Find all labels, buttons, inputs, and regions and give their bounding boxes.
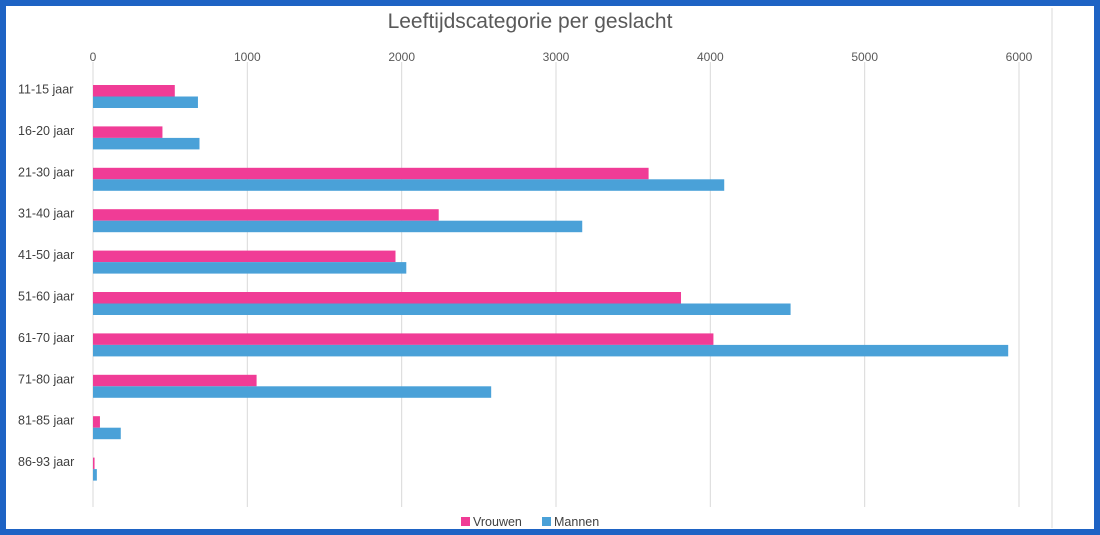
category-labels: 11-15 jaar 16-20 jaar 21-30 jaar 31-40 jaar… bbox=[18, 83, 74, 470]
bar-mannen bbox=[93, 137, 200, 150]
category-label: 16-20 jaar bbox=[18, 124, 74, 138]
category-label: 31-40 jaar bbox=[18, 207, 74, 221]
x-tick-label: 6000 bbox=[1006, 50, 1033, 64]
bar-mannen bbox=[93, 262, 407, 274]
category-label: 11-15 jaar bbox=[18, 83, 73, 97]
category-label: 51-60 jaar bbox=[18, 290, 74, 304]
chart-title: Leeftijdscategorie per geslacht bbox=[388, 10, 673, 33]
category-label: 81-85 jaar bbox=[18, 414, 74, 428]
bar-vrouwen bbox=[93, 374, 257, 387]
bar-mannen bbox=[93, 344, 1009, 357]
bar-vrouwen bbox=[93, 167, 649, 180]
legend: Vrouwen Mannen bbox=[461, 515, 599, 529]
category-label: 71-80 jaar bbox=[18, 372, 74, 386]
x-tick-labels: 0 1000 2000 3000 4000 5000 6000 bbox=[90, 50, 1033, 64]
legend-swatch bbox=[461, 517, 470, 526]
x-tick-label: 1000 bbox=[234, 50, 261, 64]
bar-vrouwen bbox=[93, 333, 714, 345]
category-label: 61-70 jaar bbox=[18, 331, 74, 345]
bar-mannen bbox=[93, 427, 121, 440]
category-label: 21-30 jaar bbox=[18, 165, 74, 179]
bar-vrouwen bbox=[93, 292, 682, 304]
x-tick-label: 0 bbox=[90, 50, 97, 64]
bar-vrouwen bbox=[93, 416, 100, 428]
x-tick-label: 2000 bbox=[388, 50, 415, 64]
bar-mannen bbox=[93, 96, 198, 108]
bar-vrouwen bbox=[93, 85, 175, 97]
bar-mannen bbox=[93, 386, 492, 398]
category-label: 41-50 jaar bbox=[18, 248, 74, 262]
x-tick-label: 3000 bbox=[543, 50, 570, 64]
x-tick-label: 4000 bbox=[697, 50, 724, 64]
category-label: 86-93 jaar bbox=[18, 455, 74, 469]
bar-mannen bbox=[93, 469, 97, 481]
bar-mannen bbox=[93, 303, 791, 315]
bar-mannen bbox=[93, 220, 583, 233]
bar-vrouwen bbox=[93, 126, 163, 138]
bar-vrouwen bbox=[93, 209, 439, 221]
bar-vrouwen bbox=[93, 250, 396, 263]
legend-label: Vrouwen bbox=[473, 515, 522, 529]
bar-vrouwen bbox=[93, 457, 95, 470]
bar-mannen bbox=[93, 179, 725, 191]
bars bbox=[93, 85, 1009, 481]
legend-swatch bbox=[542, 517, 551, 526]
legend-label: Mannen bbox=[554, 515, 599, 529]
x-tick-label: 5000 bbox=[851, 50, 878, 64]
